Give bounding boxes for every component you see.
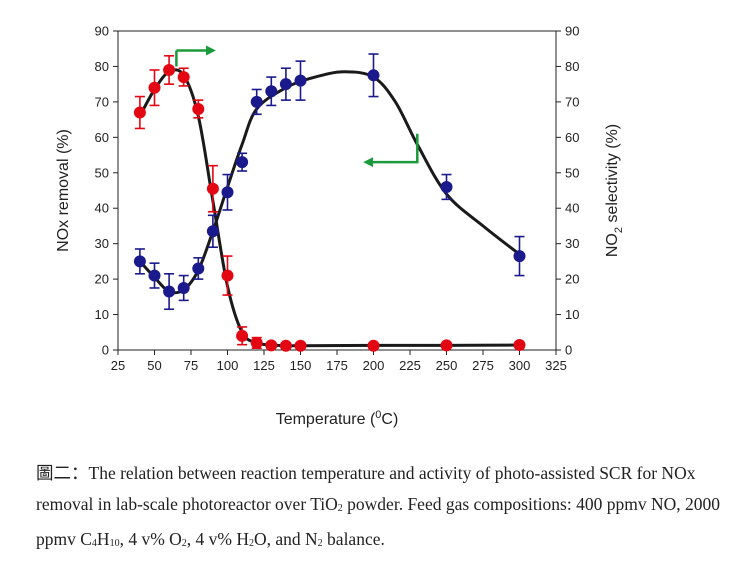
y-left-tick-label: 70 — [95, 94, 109, 109]
nox-removal-point — [163, 63, 176, 76]
nox-removal-point — [265, 339, 278, 352]
no2-selectivity-point — [133, 255, 146, 268]
caption-text: powder. Feed gas compositions: 400 ppmv … — [36, 494, 725, 549]
y-left-axis-title: NOx removal (%) — [55, 129, 72, 252]
no2-selectivity-point — [206, 225, 219, 238]
caption-subscript: 10 — [109, 538, 120, 549]
y-right-tick-label: 40 — [565, 201, 579, 216]
y-left-tick-label: 30 — [95, 236, 109, 251]
caption-text: , 4 v% O — [119, 529, 182, 549]
caption-text: H — [96, 529, 110, 549]
y-left-tick-label: 0 — [102, 343, 109, 358]
y-right-axis-title: NO2 selectivity (%) — [604, 124, 625, 257]
x-tick-label: 50 — [147, 358, 161, 373]
no2-selectivity-point — [192, 262, 205, 275]
y-right-axis-title-text: NO — [604, 233, 621, 257]
arrow-to-left-axis — [363, 133, 419, 168]
x-tick-label: 100 — [217, 358, 239, 373]
no2-selectivity-point — [294, 74, 307, 87]
y-left-tick-label: 40 — [95, 201, 109, 216]
y-left-tick-label: 60 — [95, 130, 109, 145]
caption-body: The relation between reaction temperatur… — [36, 463, 724, 549]
no2-selectivity-point — [367, 69, 380, 82]
nox-removal-point — [236, 329, 249, 342]
x-tick-label: 325 — [545, 358, 567, 373]
y-left-tick-label: 50 — [95, 165, 109, 180]
nox-removal-point — [440, 339, 453, 352]
nox-removal-point — [192, 102, 205, 115]
y-left-tick-label: 20 — [95, 272, 109, 287]
y-left-tick-label: 90 — [95, 24, 109, 39]
caption-subscript: 2 — [181, 538, 187, 549]
x-axis-title-text: C) — [381, 411, 398, 428]
x-tick-label: 225 — [399, 358, 421, 373]
no2-selectivity-point — [513, 250, 526, 263]
y-right-tick-label: 20 — [565, 272, 579, 287]
nox-removal-point — [206, 182, 219, 195]
arrow-to-right-axis — [175, 50, 213, 67]
y-right-axis-title-subscript: 2 — [613, 227, 625, 233]
caption-subscript: 2 — [337, 503, 343, 514]
x-axis-title-text: Temperature ( — [276, 411, 376, 428]
y-right-tick-label: 90 — [565, 24, 579, 39]
nox-removal-point — [177, 71, 190, 84]
y-left-tick-label: 10 — [95, 307, 109, 322]
caption-text: balance. — [322, 529, 385, 549]
nox-removal-point — [279, 339, 292, 352]
caption-text: O, and N — [254, 529, 318, 549]
y-right-tick-label: 70 — [565, 94, 579, 109]
no2-selectivity-point — [177, 281, 190, 294]
nox-removal-point — [221, 269, 234, 282]
y-left-tick-label: 80 — [95, 59, 109, 74]
figure-caption: 圖二：The relation between reaction tempera… — [36, 458, 726, 559]
nox-removal-point — [367, 339, 380, 352]
caption-text: The relation between reaction temperatur… — [36, 463, 700, 514]
y-right-tick-label: 50 — [565, 165, 579, 180]
x-tick-label: 275 — [472, 358, 494, 373]
x-tick-label: 175 — [326, 358, 348, 373]
x-axis-title-superscript: 0 — [375, 409, 381, 421]
no2-selectivity-point — [250, 95, 263, 108]
nox-removal-point — [133, 106, 146, 119]
x-tick-label: 25 — [111, 358, 125, 373]
y-right-tick-label: 30 — [565, 236, 579, 251]
x-tick-label: 150 — [290, 358, 312, 373]
no2-selectivity-point — [236, 156, 249, 169]
no2-selectivity-point — [265, 85, 278, 98]
x-tick-label: 75 — [184, 358, 198, 373]
x-axis-title: Temperature (0C) — [276, 409, 399, 428]
nox-removal-point — [294, 339, 307, 352]
chart-area: 25 50 75 100 125 150 175 200 225 250 275 300 325 0 0 10… — [55, 24, 625, 429]
nox-removal-point — [250, 336, 263, 349]
x-tick-label: 300 — [509, 358, 531, 373]
y-right-tick-label: 60 — [565, 130, 579, 145]
no2-selectivity-point — [148, 269, 161, 282]
x-tick-label: 125 — [253, 358, 275, 373]
no2-selectivity-point — [163, 285, 176, 298]
caption-subscript: 4 — [91, 538, 97, 549]
y-right-tick-label: 80 — [565, 59, 579, 74]
x-tick-label: 200 — [363, 358, 385, 373]
no2-selectivity-point — [440, 180, 453, 193]
x-tick-label: 250 — [436, 358, 458, 373]
y-right-axis-title-text: selectivity (%) — [604, 124, 621, 227]
nox-removal-point — [513, 339, 526, 352]
caption-subscript: 2 — [249, 538, 254, 549]
nox-removal-point — [148, 81, 161, 94]
no2-selectivity-point — [279, 78, 292, 91]
caption-subscript: 2 — [317, 538, 323, 549]
caption-text: , 4 v% H — [186, 529, 249, 549]
y-right-tick-label: 0 — [565, 343, 572, 358]
caption-prefix: 圖二： — [36, 463, 89, 483]
no2-selectivity-point — [221, 186, 234, 199]
y-right-tick-label: 10 — [565, 307, 579, 322]
